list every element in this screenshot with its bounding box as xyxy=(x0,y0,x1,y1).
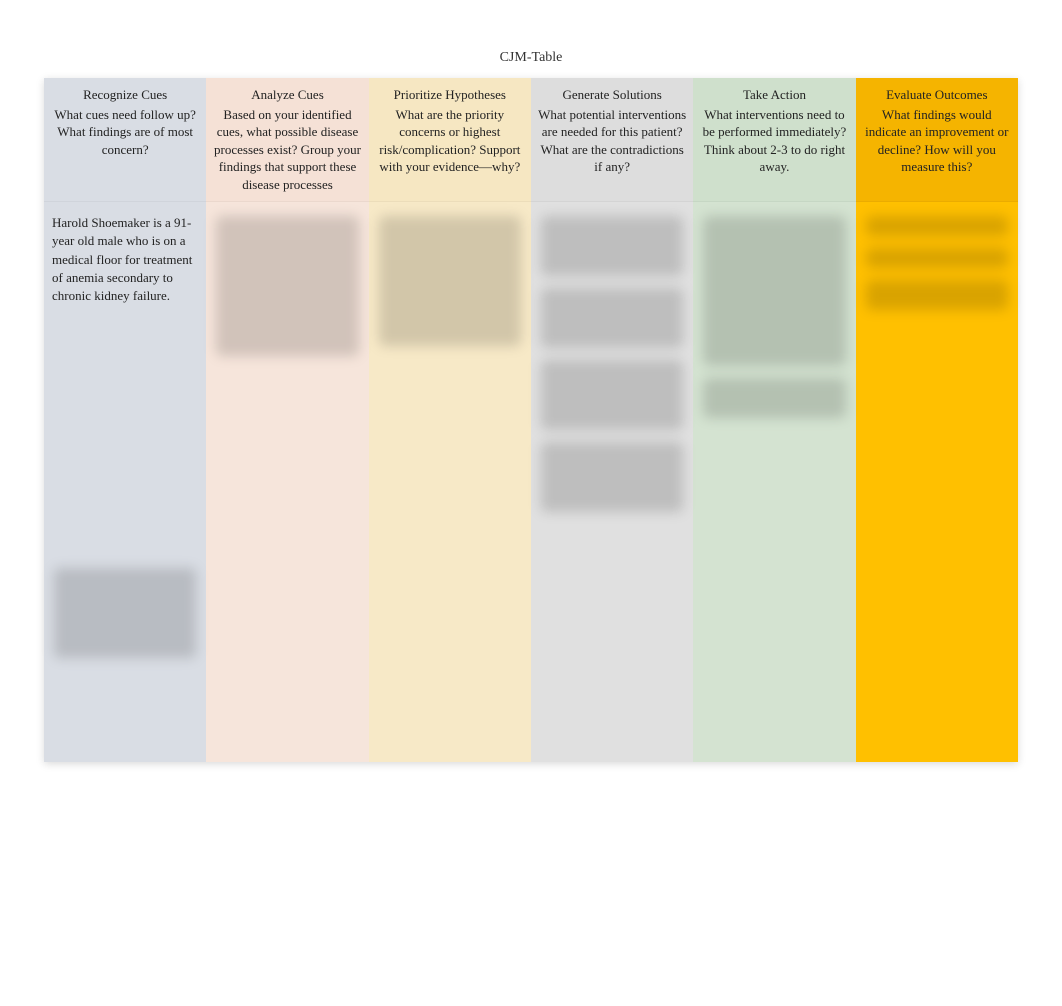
col-header-evaluate: Evaluate Outcomes What findings would in… xyxy=(856,78,1018,202)
col-header-take-action: Take Action What interventions need to b… xyxy=(693,78,855,202)
blurred-content xyxy=(214,216,360,356)
spacer xyxy=(50,664,200,754)
cell-recognize: Harold Shoemaker is a 91-year old male w… xyxy=(44,202,206,762)
cell-take-action xyxy=(693,202,855,762)
cell-prioritize xyxy=(369,202,531,762)
body-row: Harold Shoemaker is a 91-year old male w… xyxy=(44,202,1018,762)
blurred-content xyxy=(539,442,685,512)
page-title: CJM-Table xyxy=(0,0,1062,78)
col-header-title: Prioritize Hypotheses xyxy=(375,86,525,104)
col-header-desc: What are the priority concerns or highes… xyxy=(379,107,520,175)
blurred-content xyxy=(864,216,1010,236)
col-header-analyze: Analyze Cues Based on your identified cu… xyxy=(206,78,368,202)
col-header-desc: What interventions need to be performed … xyxy=(703,107,847,175)
col-header-title: Take Action xyxy=(699,86,849,104)
col-header-title: Recognize Cues xyxy=(50,86,200,104)
col-header-title: Analyze Cues xyxy=(212,86,362,104)
col-header-title: Generate Solutions xyxy=(537,86,687,104)
col-header-recognize: Recognize Cues What cues need follow up?… xyxy=(44,78,206,202)
blurred-content xyxy=(701,216,847,366)
blurred-content xyxy=(377,216,523,346)
col-header-generate: Generate Solutions What potential interv… xyxy=(531,78,693,202)
cell-analyze xyxy=(206,202,368,762)
cjm-table: Recognize Cues What cues need follow up?… xyxy=(44,78,1018,762)
col-header-desc: What findings would indicate an improvem… xyxy=(865,107,1008,175)
blurred-content xyxy=(539,288,685,348)
patient-case-text: Harold Shoemaker is a 91-year old male w… xyxy=(50,210,200,309)
col-header-desc: What potential interventions are needed … xyxy=(538,107,686,175)
blurred-content xyxy=(52,568,198,658)
col-header-desc: Based on your identified cues, what poss… xyxy=(214,107,361,192)
blurred-content xyxy=(701,378,847,418)
col-header-prioritize: Prioritize Hypotheses What are the prior… xyxy=(369,78,531,202)
blurred-content xyxy=(539,216,685,276)
cell-generate xyxy=(531,202,693,762)
spacer xyxy=(50,309,200,562)
blurred-content xyxy=(864,280,1010,310)
cell-evaluate xyxy=(856,202,1018,762)
header-row: Recognize Cues What cues need follow up?… xyxy=(44,78,1018,202)
col-header-title: Evaluate Outcomes xyxy=(862,86,1012,104)
blurred-content xyxy=(539,360,685,430)
col-header-desc: What cues need follow up? What findings … xyxy=(54,107,196,157)
blurred-content xyxy=(864,248,1010,268)
